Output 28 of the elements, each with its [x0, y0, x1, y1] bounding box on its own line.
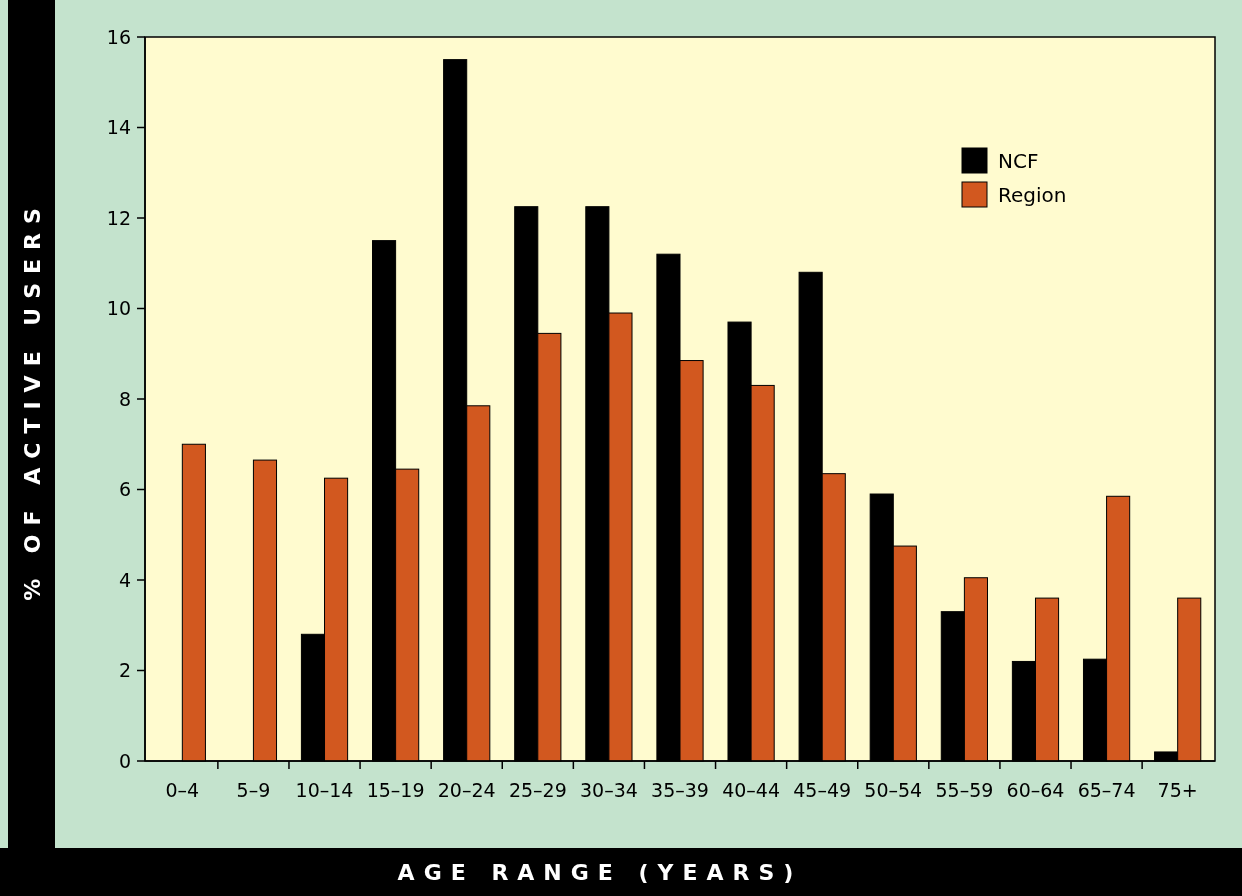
y-tick-label: 2	[118, 659, 131, 682]
x-tick-label: 60–64	[1006, 779, 1065, 801]
x-tick-label: 35–39	[651, 779, 709, 801]
x-tick-label: 55–59	[935, 779, 994, 801]
y-tick-label: 8	[118, 387, 131, 410]
x-tick-label: 10–14	[295, 779, 354, 801]
x-tick-label: 45–49	[793, 779, 852, 801]
y-tick-label: 4	[118, 568, 131, 591]
x-tick-label: 25–29	[508, 779, 567, 801]
y-tick-label: 6	[118, 478, 131, 501]
y-tick-label: 16	[106, 25, 131, 48]
x-tick-label: 30–34	[579, 779, 638, 801]
y-tick-label: 10	[106, 297, 131, 320]
y-tick-label: 0	[118, 749, 131, 772]
x-tick-label: 20–24	[437, 779, 496, 801]
y-tick-label: 12	[106, 206, 131, 229]
y-axis-title: % OF ACTIVE USERS	[20, 199, 45, 601]
x-tick-label: 40–44	[722, 779, 781, 801]
x-tick-label: 75+	[1157, 779, 1198, 801]
x-tick-label: 50–54	[864, 779, 923, 801]
x-tick-label: 0–4	[165, 779, 200, 801]
legend-label: Region	[998, 183, 1067, 207]
y-tick-label: 14	[106, 116, 131, 139]
x-axis-title: AGE RANGE (YEARS)	[397, 860, 803, 885]
legend-label: NCF	[998, 149, 1039, 173]
x-tick-label: 5–9	[236, 779, 271, 801]
x-tick-label: 65–74	[1077, 779, 1136, 801]
x-tick-label: 15–19	[366, 779, 425, 801]
